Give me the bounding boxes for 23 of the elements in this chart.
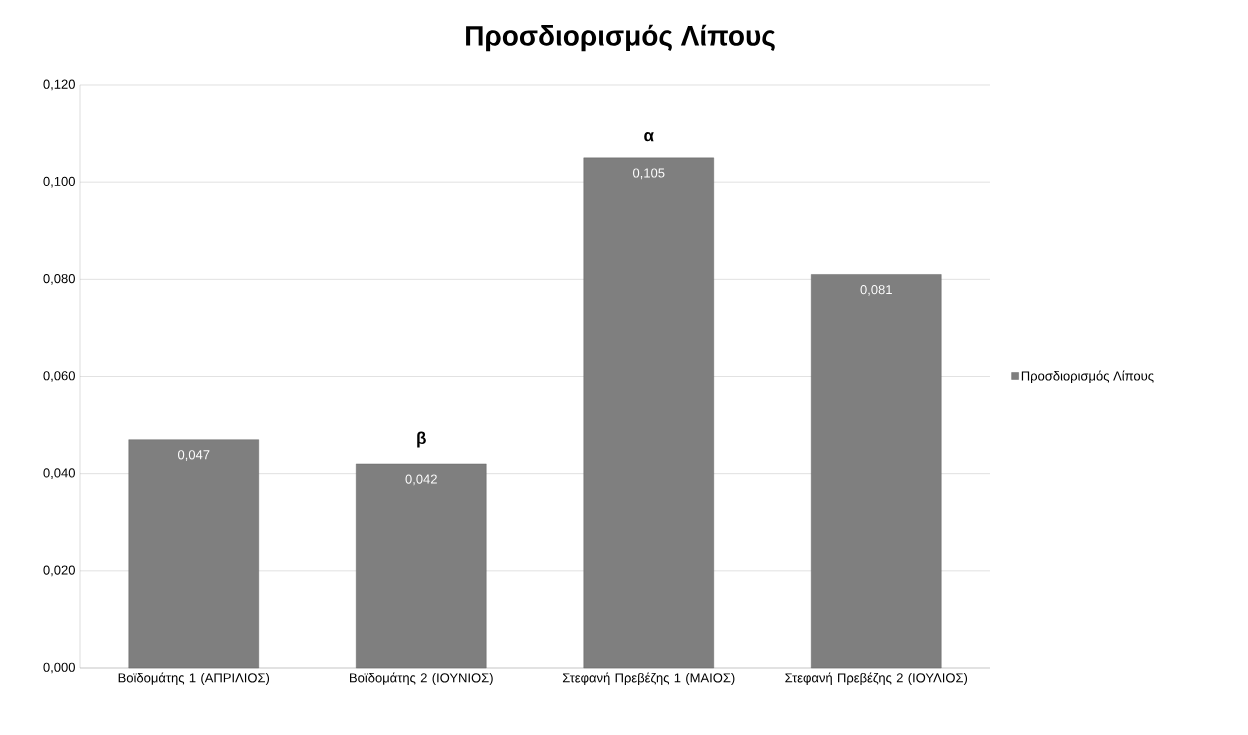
y-tick-label: 0,120 <box>43 79 75 91</box>
bar <box>356 463 487 669</box>
y-tick-label: 0,100 <box>43 176 75 188</box>
x-tick-label: Βοϊδομάτης 2 (ΙΟΥΝΙΟΣ) <box>350 672 493 686</box>
y-tick-label: 0,040 <box>43 468 75 480</box>
x-tick-label: Στεφανή Πρεβέζης 1 (ΜΑΙΟΣ) <box>562 672 735 686</box>
annotation: α <box>644 132 654 142</box>
data-label: 0,081 <box>860 285 892 296</box>
bar <box>811 274 942 669</box>
legend-label: Προσδιορισμός Λίπους <box>1021 370 1154 384</box>
data-label: 0,042 <box>405 474 437 486</box>
bar <box>583 157 714 669</box>
chart-title: Προσδιορισμός Λίπους <box>466 24 775 52</box>
y-tick-label: 0,060 <box>43 371 75 382</box>
y-tick-label: 0,080 <box>43 273 75 285</box>
x-tick-label: Βοϊδομάτης 1 (ΑΠΡΙΛΙΟΣ) <box>118 672 270 686</box>
annotation: β <box>417 431 426 448</box>
y-tick-label: 0,000 <box>43 662 75 674</box>
data-label: 0,047 <box>178 450 210 461</box>
data-label: 0,105 <box>633 168 665 180</box>
y-tick-label: 0,020 <box>43 565 75 577</box>
bar <box>128 439 259 669</box>
x-tick-label: Στεφανή Πρεβέζης 2 (ΙΟΥΛΙΟΣ) <box>785 672 968 686</box>
